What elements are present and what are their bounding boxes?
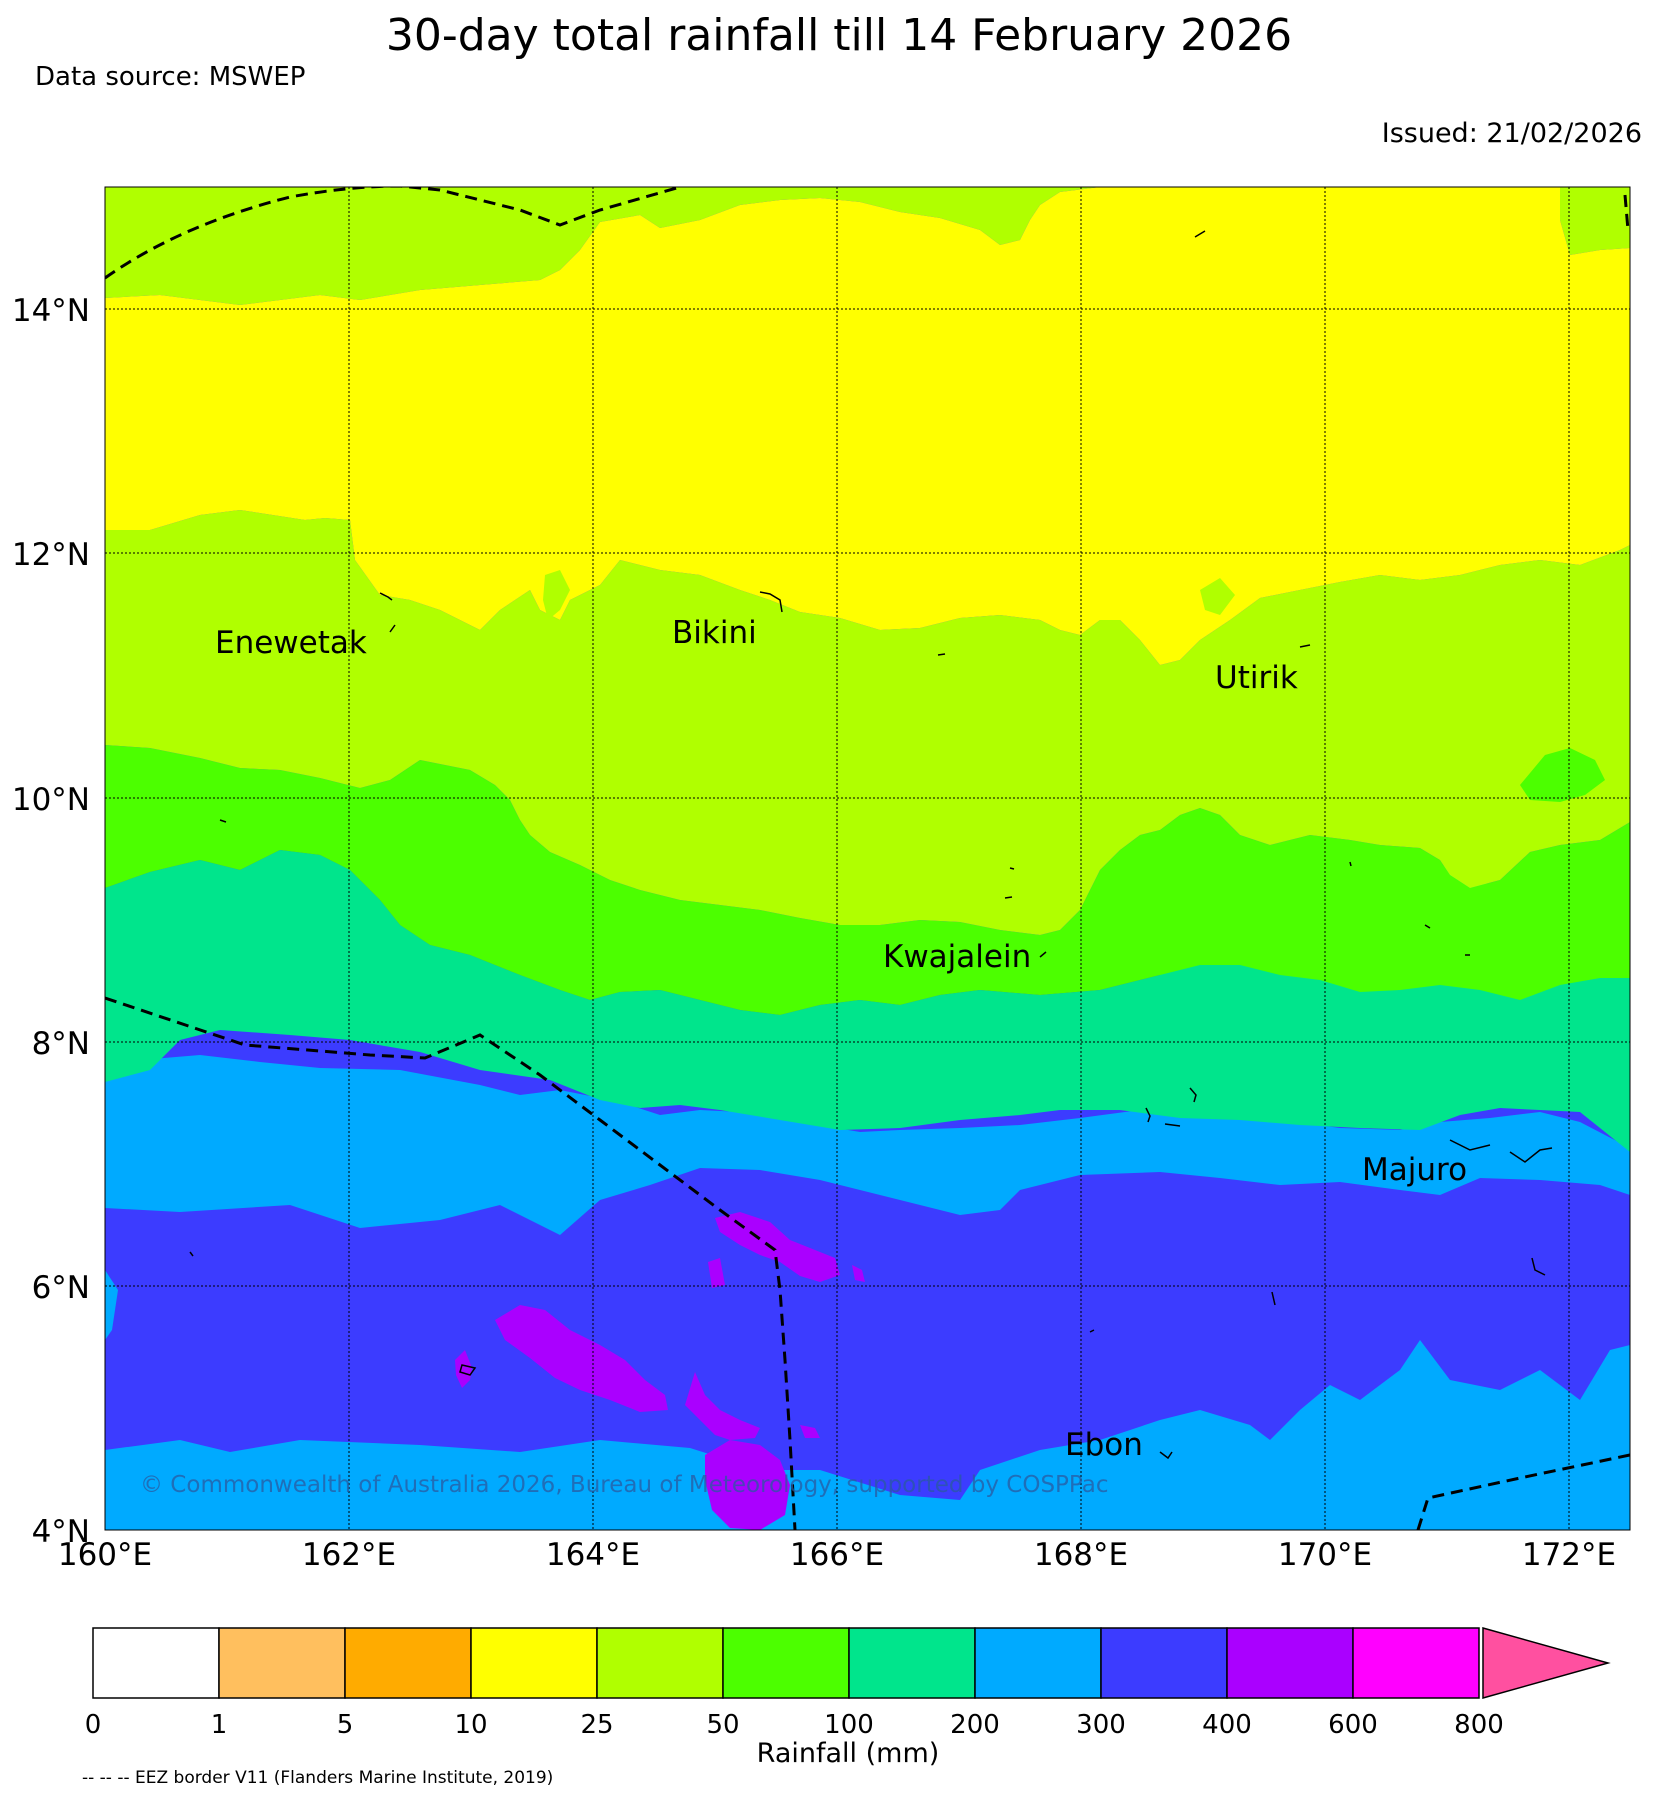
legend-swatch: [344, 1627, 472, 1699]
legend-swatch: [1226, 1627, 1354, 1699]
place-label-ebon: Ebon: [1065, 1427, 1143, 1463]
lon-tick-label: 160°E: [58, 1537, 152, 1573]
band-400-600-patch-2: [708, 1258, 725, 1288]
lat-tick-label: 8°N: [32, 1026, 90, 1062]
legend-tick-label: 50: [706, 1710, 739, 1740]
band-400-600-patch-3: [852, 1265, 865, 1282]
legend-swatch: [1100, 1627, 1228, 1699]
band-400-600-patch-1: [715, 1212, 840, 1282]
legend-swatch: [92, 1627, 220, 1699]
lon-tick-label: 162°E: [302, 1537, 396, 1573]
plot-frame: [104, 186, 1631, 1531]
legend-tick-label: 5: [337, 1710, 354, 1740]
lat-tick-label: 6°N: [32, 1270, 90, 1306]
band-400-600-patch-7: [800, 1425, 820, 1438]
band-25-50: [105, 510, 1630, 935]
band-25-50-north: [105, 187, 1100, 305]
lon-tick-labels: 160°E 162°E 164°E 166°E 168°E 170°E 172°…: [58, 1537, 1616, 1573]
eez-note: -- -- -- EEZ border V11 (Flanders Marine…: [82, 1768, 554, 1788]
copyright-notice: © Commonwealth of Australia 2026, Bureau…: [140, 1472, 1109, 1498]
band-25-50-patch: [543, 570, 570, 620]
legend-swatch: [1352, 1627, 1480, 1699]
band-400-600-patch-4: [495, 1305, 668, 1412]
lon-tick-label: 166°E: [790, 1537, 884, 1573]
place-labels: Enewetak Bikini Utirik Kwajalein Majuro …: [215, 615, 1467, 1463]
lon-tick-label: 164°E: [546, 1537, 640, 1573]
legend-swatch: [596, 1627, 724, 1699]
place-label-majuro: Majuro: [1362, 1152, 1467, 1188]
island-outlines: [189, 230, 1553, 1460]
legend-tick-label: 10: [454, 1710, 487, 1740]
rainfall-bands: [105, 187, 1630, 1530]
eez-borders: [105, 187, 1630, 1530]
legend-tick-label: 25: [580, 1710, 613, 1740]
band-50-100: [105, 745, 1630, 1015]
legend-swatch: [218, 1627, 346, 1699]
band-50-100-patch: [1520, 748, 1605, 802]
lat-tick-label: 14°N: [12, 293, 90, 329]
place-label-enewetak: Enewetak: [215, 625, 367, 661]
legend-tick-label: 400: [1202, 1710, 1252, 1740]
legend-swatch: [848, 1627, 976, 1699]
band-10-25: [105, 187, 1630, 665]
lat-tick-label: 10°N: [12, 782, 90, 818]
place-label-bikini: Bikini: [672, 615, 757, 651]
band-400-600-patch-6: [685, 1372, 760, 1440]
issued-date: Issued: 21/02/2026: [1381, 118, 1642, 149]
legend-swatch: [722, 1627, 850, 1699]
legend-swatch: [470, 1627, 598, 1699]
legend-tick-label: 200: [950, 1710, 1000, 1740]
legend-tick-label: 100: [824, 1710, 874, 1740]
lat-tick-labels: 4°N 6°N 8°N 10°N 12°N 14°N: [12, 293, 90, 1550]
lat-tick-label: 4°N: [32, 1514, 90, 1550]
legend-tick-label: 1: [211, 1710, 228, 1740]
band-25-50-patch-2: [1200, 578, 1235, 615]
lon-tick-label: 170°E: [1278, 1537, 1372, 1573]
band-25-50-northeast: [1560, 187, 1630, 255]
band-400-600-patch-5: [455, 1350, 472, 1388]
legend-title: Rainfall (mm): [757, 1738, 940, 1769]
legend-tick-label: 600: [1328, 1710, 1378, 1740]
legend-tick-label: 800: [1454, 1710, 1504, 1740]
legend-tick-label: 300: [1076, 1710, 1126, 1740]
lon-tick-label: 172°E: [1522, 1537, 1616, 1573]
legend-tick-label: 0: [85, 1710, 102, 1740]
band-200-300-west-patch: [105, 1270, 118, 1340]
data-source: Data source: MSWEP: [35, 62, 306, 92]
band-200-300: [105, 1055, 1630, 1235]
band-200-300-south: [105, 1340, 1630, 1530]
lat-tick-label: 12°N: [12, 537, 90, 573]
place-label-kwajalein: Kwajalein: [883, 939, 1031, 975]
lon-tick-label: 168°E: [1034, 1537, 1128, 1573]
place-label-utirik: Utirik: [1215, 660, 1298, 696]
band-400-600-patch-8: [705, 1440, 790, 1530]
legend-swatch: [974, 1627, 1102, 1699]
map-title: 30-day total rainfall till 14 February 2…: [385, 10, 1293, 61]
colorbar: 0 1 5 10 25 50 100 200 300 400 600 800 R…: [85, 1627, 1611, 1769]
legend-overflow-arrow: [1482, 1627, 1611, 1699]
